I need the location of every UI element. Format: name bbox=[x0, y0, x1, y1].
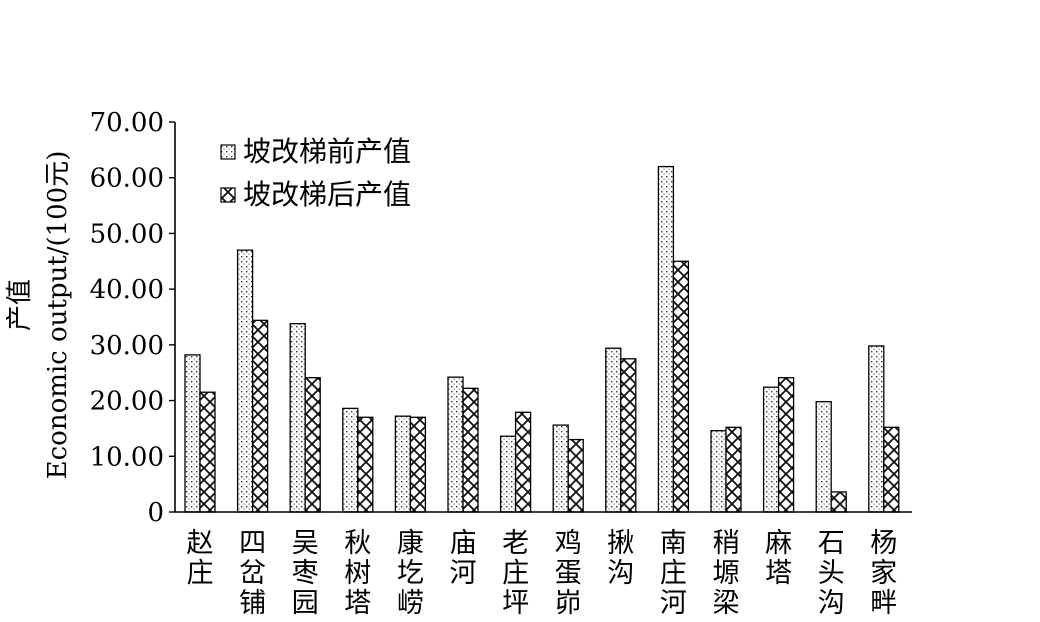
bar-before bbox=[605, 347, 622, 513]
bar-after bbox=[304, 377, 321, 513]
bar-after bbox=[883, 426, 900, 513]
bar-after bbox=[725, 426, 742, 513]
bars bbox=[184, 165, 900, 513]
x-tick-label: 麻塔 bbox=[765, 528, 792, 589]
x-tick-label: 杨家畔 bbox=[870, 528, 897, 619]
legend-label-before: 坡改梯前产值 bbox=[243, 135, 411, 168]
bar-after bbox=[672, 260, 690, 513]
bar-before bbox=[657, 165, 675, 513]
y-axis-ticks: 0 10.00 20.00 30.00 40.00 50.00 60.00 70.00 bbox=[90, 108, 175, 528]
x-tick-label: 秋树塔 bbox=[344, 528, 371, 619]
bar-before bbox=[342, 407, 359, 513]
bar-after bbox=[620, 358, 637, 513]
x-tick-label: 南庄河 bbox=[660, 528, 687, 619]
legend-swatch-after bbox=[220, 187, 236, 203]
legend: 坡改梯前产值 坡改梯后产值 bbox=[220, 135, 411, 211]
x-tick-label: 石头沟 bbox=[818, 528, 845, 619]
bar-after bbox=[462, 387, 479, 513]
bar-before bbox=[868, 345, 885, 513]
x-tick-label: 四岔铺 bbox=[239, 528, 266, 619]
x-tick-label: 老庄坪 bbox=[502, 528, 529, 619]
x-tick-label: 吴枣园 bbox=[292, 528, 319, 619]
bar-before bbox=[762, 386, 780, 513]
bar-before bbox=[394, 415, 412, 513]
bar-after bbox=[567, 438, 584, 513]
bar-after bbox=[409, 416, 427, 513]
x-tick-label: 赵庄 bbox=[187, 528, 214, 589]
x-tick-label: 庙河 bbox=[450, 528, 477, 589]
bar-after bbox=[199, 391, 216, 513]
bar-before bbox=[552, 424, 569, 513]
x-tick-label: 康圪崂 bbox=[397, 528, 424, 619]
y-axis-title-en: Economic output/(100元) bbox=[43, 151, 73, 480]
bar-after bbox=[357, 416, 374, 513]
y-axis-title-cn: 产值 bbox=[5, 279, 35, 331]
y-tick-label: 70.00 bbox=[90, 108, 164, 138]
y-tick-label: 60.00 bbox=[90, 164, 164, 194]
bar-before bbox=[815, 401, 832, 513]
legend-label-after: 坡改梯后产值 bbox=[243, 178, 411, 211]
x-tick-label: 揪沟 bbox=[607, 528, 634, 589]
bar-after bbox=[251, 319, 269, 513]
y-axis-title: 产值 Economic output/(100元) bbox=[5, 151, 73, 480]
bar-after bbox=[514, 411, 532, 513]
x-tick-label: 鸡蛋峁 bbox=[555, 528, 582, 619]
x-tick-label: 稍塬梁 bbox=[713, 528, 740, 619]
legend-swatch-before bbox=[220, 144, 236, 160]
bar-before bbox=[710, 430, 727, 513]
bar-after bbox=[777, 377, 795, 513]
bar-before bbox=[289, 323, 306, 513]
y-tick-label: 30.00 bbox=[90, 331, 164, 361]
y-tick-label: 0 bbox=[147, 498, 164, 528]
y-tick-label: 10.00 bbox=[90, 442, 164, 472]
bar-before bbox=[499, 435, 517, 513]
y-tick-label: 20.00 bbox=[90, 387, 164, 417]
bar-before bbox=[184, 354, 201, 513]
bar-before bbox=[447, 376, 464, 513]
bar-before bbox=[236, 249, 254, 513]
y-tick-label: 40.00 bbox=[90, 275, 164, 305]
y-tick-label: 50.00 bbox=[90, 219, 164, 249]
bar-after bbox=[830, 491, 847, 513]
